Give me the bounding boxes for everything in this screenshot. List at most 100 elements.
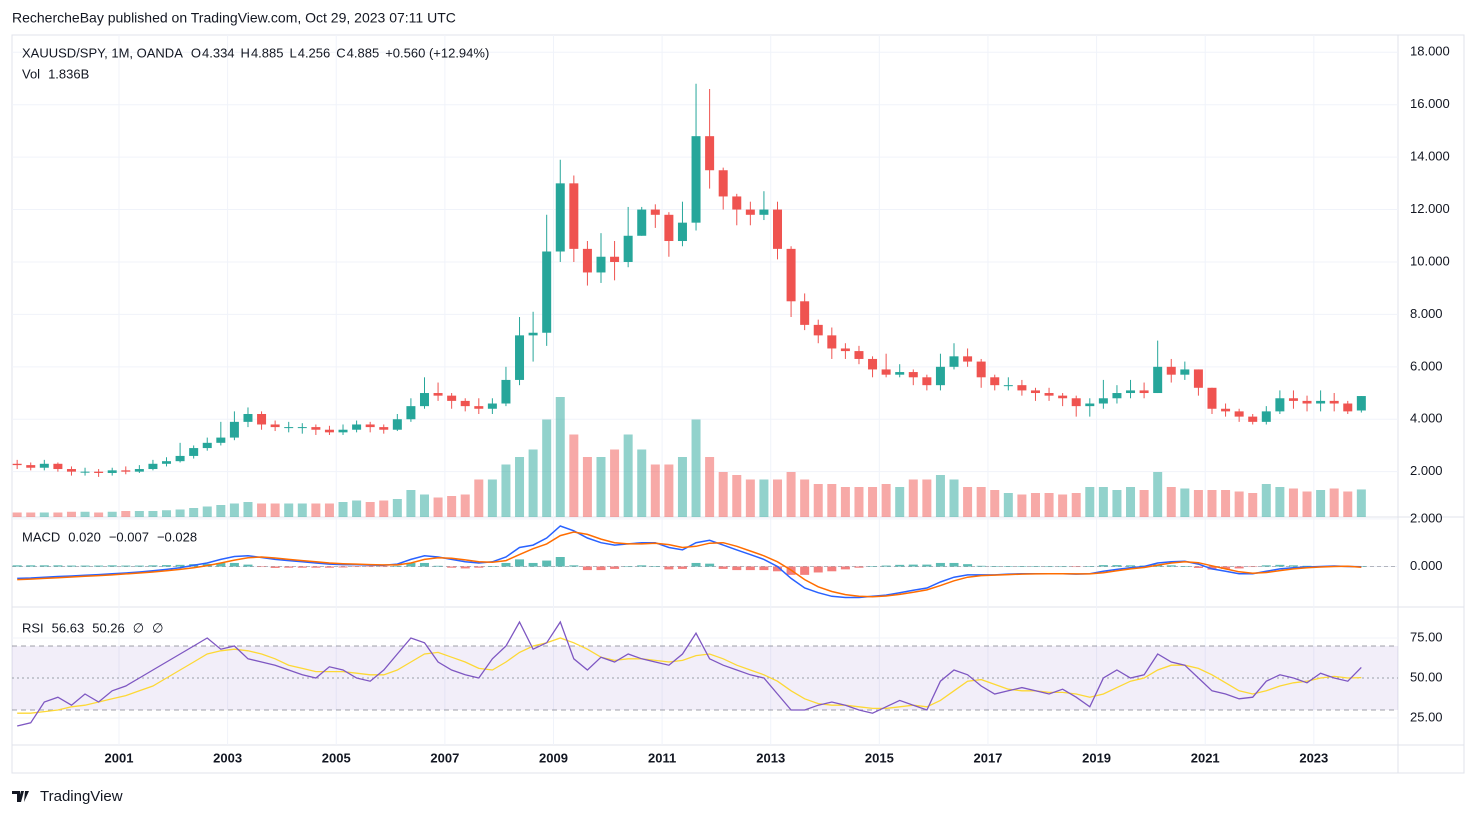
candle-body [1153, 366, 1163, 394]
volume-bar [949, 479, 959, 517]
x-tick-label: 2023 [1299, 750, 1328, 765]
legend-value: 56.63 [52, 620, 85, 635]
histogram-bar [976, 565, 986, 567]
ma-line [17, 637, 1362, 714]
candle-body [501, 379, 511, 404]
volume-bar [813, 484, 823, 517]
x-tick-label: 2007 [430, 750, 459, 765]
volume-bar [569, 434, 579, 517]
volume-bar [596, 457, 606, 517]
histogram-bar [460, 566, 470, 569]
volume-bar [935, 475, 945, 517]
legend-key: Vol [22, 66, 40, 81]
volume-bar [1356, 489, 1366, 517]
histogram-bar [650, 566, 660, 567]
x-tick-label: 2019 [1082, 750, 1111, 765]
volume-bar [297, 503, 307, 517]
histogram-bar [949, 562, 959, 567]
volume-bar [338, 502, 348, 517]
histogram-bar [677, 566, 687, 569]
candle-body [732, 196, 742, 210]
histogram-bar [406, 562, 416, 567]
volume-bar [26, 512, 36, 517]
histogram-bar [1356, 566, 1366, 567]
x-tick-label: 2015 [865, 750, 894, 765]
volume-bar [1316, 490, 1326, 517]
candle-body [175, 455, 185, 462]
volume-bar [1193, 490, 1203, 517]
histogram-bar [840, 566, 850, 570]
volume-bar [39, 512, 49, 517]
candle-body [813, 324, 823, 336]
volume-bar [365, 502, 375, 517]
volume-bar [379, 500, 389, 517]
candle-body [406, 406, 416, 420]
candle-body [487, 403, 497, 409]
candle-body [392, 419, 402, 430]
volume-bar [80, 511, 90, 517]
candle-body [623, 235, 633, 262]
histogram-bar [419, 562, 429, 567]
histogram-bar [324, 566, 334, 568]
histogram-bar [963, 564, 973, 567]
candle-body [1221, 408, 1231, 412]
candle-body [257, 413, 267, 425]
candle-body [474, 406, 484, 409]
publish-header: RechercheBay published on TradingView.co… [12, 10, 456, 26]
y-tick-label: 2.000 [1410, 463, 1443, 478]
legend-value: 1.836B [48, 66, 89, 81]
histogram-bar [148, 565, 158, 567]
volume-bar [1288, 488, 1298, 517]
histogram-bar [854, 566, 864, 568]
legend-symbol: XAUUSD/SPY, 1M, OANDA [22, 45, 183, 60]
y-tick-label: 25.00 [1410, 709, 1443, 724]
legend-value: −0.028 [157, 529, 197, 544]
volume-bar [257, 503, 267, 517]
candle-body [895, 372, 905, 375]
volume-bar [162, 510, 172, 517]
candle-body [1261, 411, 1271, 422]
volume-bar [868, 487, 878, 517]
legend-value: 4.256 [298, 45, 331, 60]
volume-bar [202, 506, 212, 517]
volume-bar [243, 502, 253, 517]
candle-body [1275, 398, 1285, 412]
volume-bar [1221, 490, 1231, 517]
volume-bar [311, 503, 321, 517]
histogram-bar [732, 566, 742, 571]
candle-body [1166, 366, 1176, 375]
volume-bar [976, 487, 986, 517]
x-tick-label: 2001 [105, 750, 134, 765]
histogram-bar [555, 557, 565, 567]
candle-body [80, 471, 90, 473]
volume-bar [1058, 494, 1068, 517]
candle-body [1329, 400, 1339, 404]
x-tick-label: 2009 [539, 750, 568, 765]
candle-body [827, 335, 837, 349]
candle-body [1193, 369, 1203, 388]
volume-bar [1030, 493, 1040, 517]
histogram-bar [338, 566, 348, 568]
volume-bar [1044, 493, 1054, 517]
legend-value: 50.26 [92, 620, 125, 635]
volume-bar [1180, 488, 1190, 517]
volume-bar [800, 479, 810, 517]
candle-body [352, 424, 362, 430]
histogram-bar [216, 562, 226, 567]
volume-bar [134, 511, 144, 517]
histogram-bar [1017, 566, 1027, 567]
volume-bar [216, 505, 226, 517]
histogram-bar [718, 566, 728, 569]
volume-bar [284, 503, 294, 517]
volume-bar [705, 457, 715, 517]
volume-bar [12, 512, 22, 517]
histogram-bar [528, 562, 538, 567]
candle-body [1180, 369, 1190, 375]
candle-body [26, 465, 36, 468]
histogram-bar [922, 564, 932, 567]
volume-bar [691, 419, 701, 517]
histogram-bar [94, 565, 104, 567]
histogram-bar [107, 565, 117, 567]
